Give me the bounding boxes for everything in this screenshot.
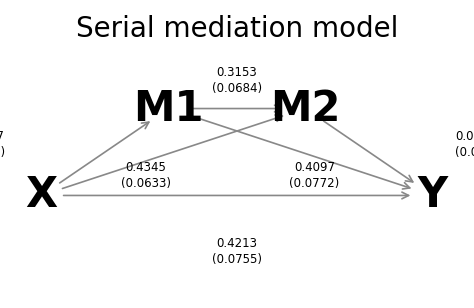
Text: .05517
(0.0527): .05517 (0.0527) bbox=[0, 130, 5, 159]
Text: M2: M2 bbox=[270, 87, 340, 130]
Text: 0.4213
(0.0755): 0.4213 (0.0755) bbox=[212, 237, 262, 266]
Text: M1: M1 bbox=[134, 87, 204, 130]
Text: 0.4345
(0.0633): 0.4345 (0.0633) bbox=[121, 160, 171, 189]
Text: 0.0057
(0.0763): 0.0057 (0.0763) bbox=[456, 130, 474, 159]
Text: X: X bbox=[25, 174, 57, 217]
Text: Serial mediation model: Serial mediation model bbox=[76, 15, 398, 43]
Text: 0.4097
(0.0772): 0.4097 (0.0772) bbox=[289, 160, 339, 189]
Text: 0.3153
(0.0684): 0.3153 (0.0684) bbox=[212, 66, 262, 95]
Text: Y: Y bbox=[418, 174, 448, 217]
